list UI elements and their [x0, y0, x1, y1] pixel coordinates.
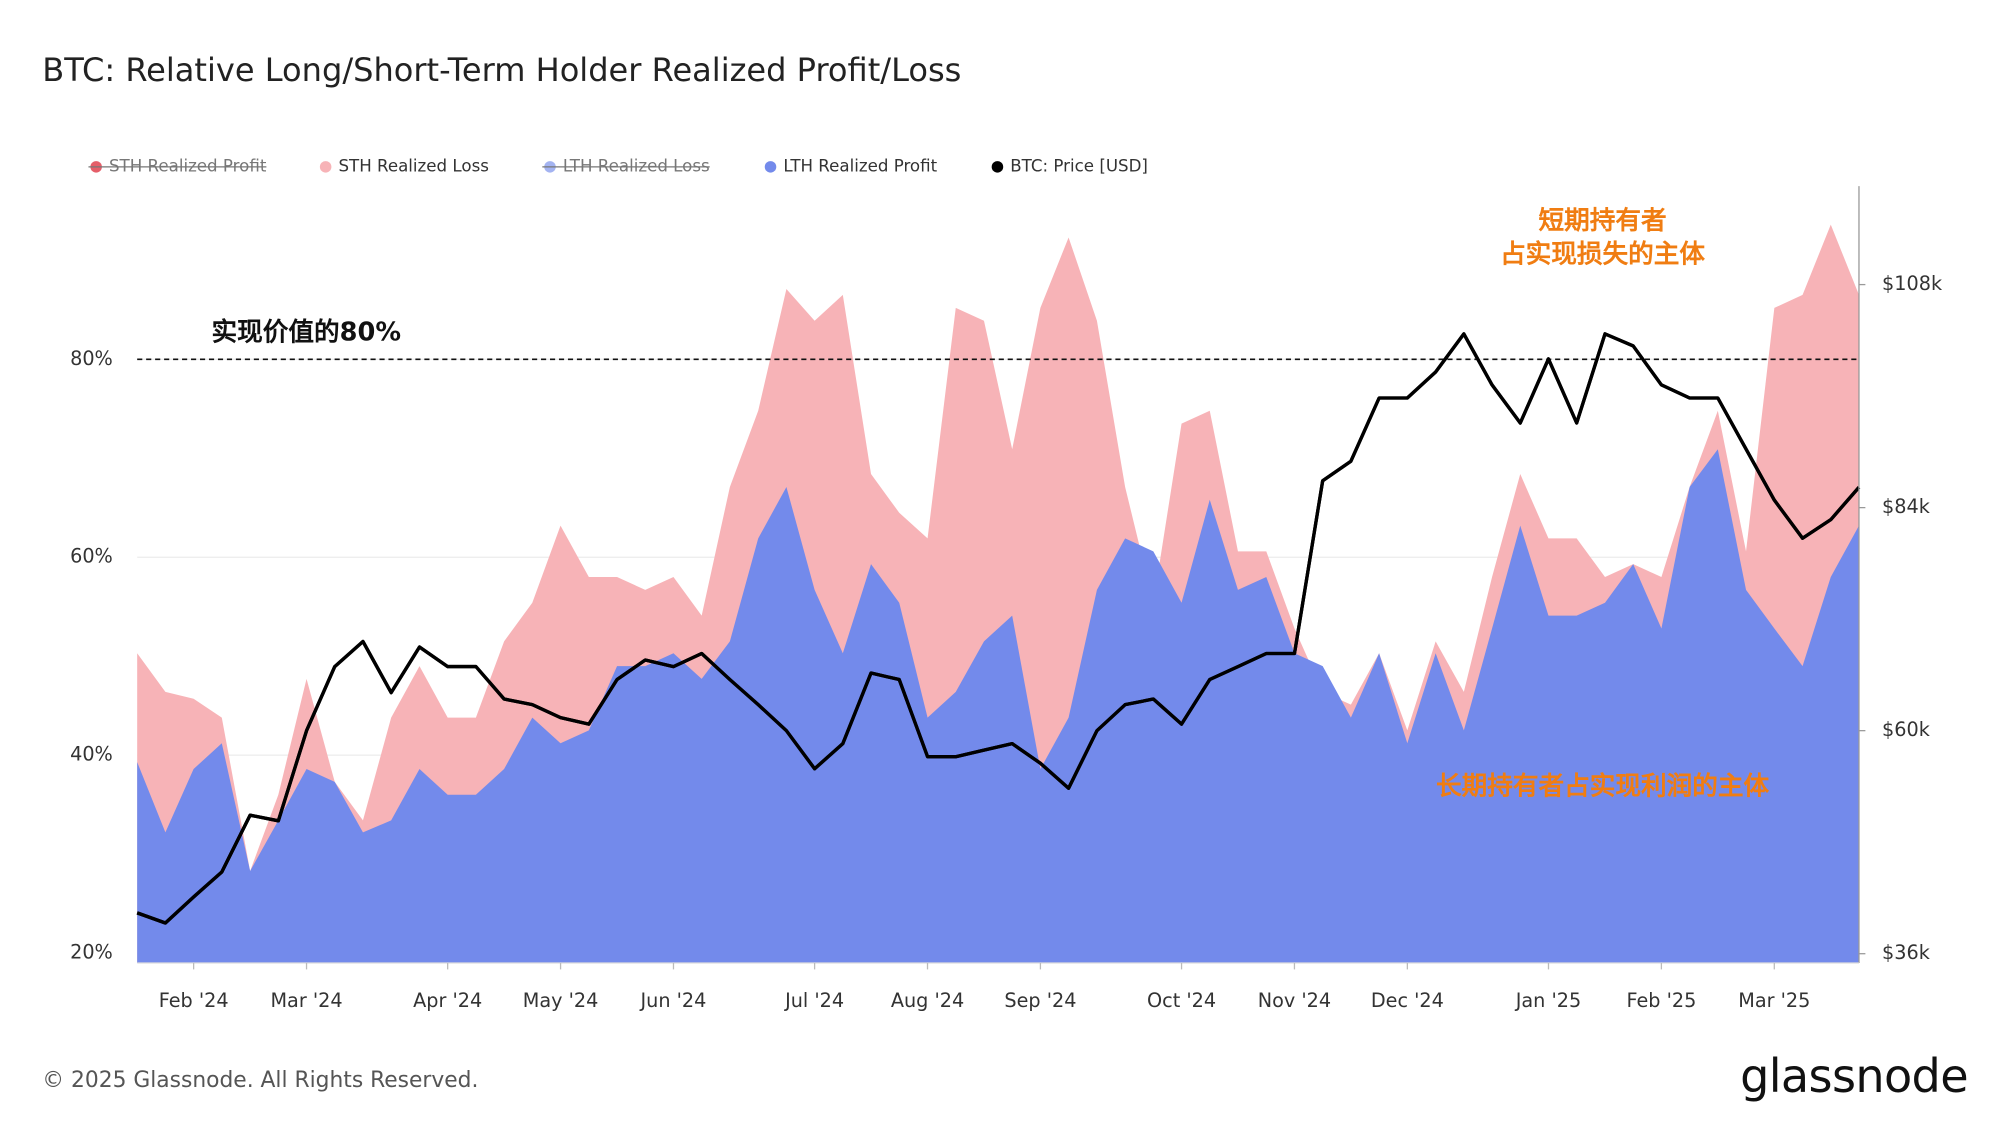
- area: [137, 449, 1859, 963]
- legend-label: LTH Realized Profit: [783, 156, 937, 175]
- chart-title: BTC: Relative Long/Short-Term Holder Rea…: [42, 51, 961, 89]
- x-tick-label: Mar '25: [1738, 989, 1810, 1012]
- annotation: 占实现损失的主体: [1500, 238, 1705, 269]
- annotation: 短期持有者: [1539, 206, 1667, 236]
- x-tick-label: Feb '24: [159, 989, 229, 1012]
- x-tick-label: Jun '24: [640, 989, 707, 1012]
- footer: © 2025 Glassnode. All Rights Reserved.: [42, 1068, 478, 1093]
- y-tick-label: 80%: [70, 347, 113, 370]
- x-tick-label: Sep '24: [1004, 989, 1076, 1012]
- y2-tick-label: $84k: [1882, 495, 1931, 518]
- y2-tick-label: $36k: [1882, 941, 1931, 964]
- x-tick-label: Oct '24: [1147, 989, 1216, 1012]
- reference-label: 实现价值的80%: [212, 317, 401, 348]
- legend-marker: [991, 161, 1004, 173]
- legend-label: STH Realized Loss: [338, 156, 489, 175]
- legend-label: LTH Realized Loss: [563, 156, 710, 175]
- y-tick-label: 20%: [70, 941, 113, 964]
- legend-label: STH Realized Profit: [109, 156, 267, 175]
- legend-label: BTC: Price [USD]: [1010, 156, 1148, 175]
- x-tick-label: Aug '24: [891, 989, 964, 1012]
- x-tick-label: Dec '24: [1371, 989, 1444, 1012]
- y-tick-label: 60%: [70, 545, 113, 568]
- y2-tick-label: $108k: [1882, 272, 1943, 295]
- x-tick-label: Jul '24: [784, 989, 844, 1012]
- brand-logo: glassnode: [1740, 1049, 1968, 1103]
- x-tick-label: Jan '25: [1515, 989, 1581, 1012]
- x-tick-label: Mar '24: [270, 989, 342, 1012]
- x-tick-label: Nov '24: [1258, 989, 1331, 1012]
- annotation: 长期持有者占实现利润的主体: [1436, 770, 1769, 801]
- legend-marker: [764, 161, 777, 173]
- x-tick-label: Apr '24: [413, 989, 482, 1012]
- x-tick-label: Feb '25: [1626, 989, 1696, 1012]
- price-line: [136, 332, 1861, 925]
- y2-tick-label: $60k: [1882, 718, 1931, 741]
- legend-marker: [319, 161, 332, 173]
- y-tick-label: 40%: [70, 743, 113, 766]
- x-tick-label: May '24: [523, 989, 599, 1012]
